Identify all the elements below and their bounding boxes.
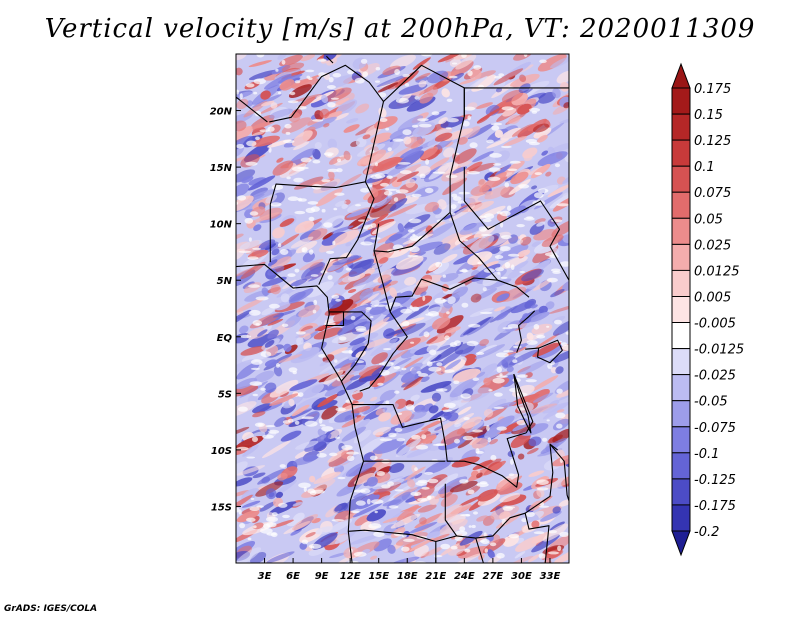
colorbar-top-arrow bbox=[671, 62, 691, 89]
colorbar-swatch bbox=[671, 191, 691, 219]
colorbar-label: -0.2 bbox=[694, 525, 719, 540]
lat-tick-label: 5N bbox=[217, 276, 233, 287]
colorbar: 0.175 0.15 0.125 0.1 0.075 0.05 0.025 0.0125 0.0… bbox=[671, 62, 744, 557]
lon-tick-label: 24E bbox=[454, 571, 475, 582]
colorbar-swatch bbox=[671, 113, 691, 141]
colorbar-label: 0.125 bbox=[694, 134, 731, 149]
colorbar-swatch bbox=[671, 374, 691, 402]
lat-tick-label: 15S bbox=[211, 502, 232, 513]
lon-tick-label: 18E bbox=[397, 571, 418, 582]
lon-tick-label: 15E bbox=[368, 571, 389, 582]
colorbar-label: 0.005 bbox=[694, 291, 731, 306]
lat-tick-label: 10N bbox=[210, 220, 233, 231]
colorbar-swatch bbox=[671, 452, 691, 480]
colorbar-label: -0.05 bbox=[694, 395, 728, 410]
colorbar-label: 0.025 bbox=[694, 238, 731, 253]
map-title: Vertical velocity [m/s] at 200hPa, VT: 2… bbox=[44, 14, 756, 44]
vertical-velocity-field bbox=[236, 54, 569, 563]
colorbar-label: -0.175 bbox=[694, 499, 736, 514]
lat-tick-label: EQ bbox=[217, 333, 233, 344]
lon-tick-label: 21E bbox=[425, 571, 446, 582]
colorbar-swatch bbox=[671, 426, 691, 454]
lon-tick-label: 3E bbox=[258, 571, 272, 582]
colorbar-label: 0.0125 bbox=[694, 264, 740, 279]
lon-tick-label: 12E bbox=[340, 571, 361, 582]
colorbar-swatch bbox=[671, 296, 691, 324]
colorbar-swatch bbox=[671, 269, 691, 297]
colorbar-swatch bbox=[671, 504, 691, 532]
lon-tick-label: 33E bbox=[540, 571, 561, 582]
lat-tick-label: 5S bbox=[218, 389, 232, 400]
colorbar-label: -0.005 bbox=[694, 317, 736, 332]
colorbar-label: -0.1 bbox=[694, 447, 719, 462]
lat-tick-label: 20N bbox=[210, 107, 233, 118]
grads-credit: GrADS: IGES/COLA bbox=[4, 604, 98, 614]
colorbar-label: 0.05 bbox=[694, 212, 723, 227]
lat-tick-label: 10S bbox=[211, 446, 232, 457]
colorbar-label: -0.025 bbox=[694, 369, 736, 384]
lon-tick-label: 30E bbox=[511, 571, 532, 582]
colorbar-swatch bbox=[671, 322, 691, 350]
axis-ticks: 3E 6E 9E 12E 15E 18E 21E 24E 27E 30E 33E 20N 15N 10N 5… bbox=[210, 107, 561, 582]
colorbar-swatch bbox=[671, 243, 691, 271]
colorbar-swatch bbox=[671, 217, 691, 245]
colorbar-swatch bbox=[671, 165, 691, 193]
colorbar-label: 0.075 bbox=[694, 186, 731, 201]
colorbar-bottom-arrow bbox=[671, 530, 691, 557]
colorbar-label: 0.1 bbox=[694, 160, 715, 175]
colorbar-label: -0.075 bbox=[694, 421, 736, 436]
lon-tick-label: 27E bbox=[483, 571, 504, 582]
colorbar-swatch bbox=[671, 478, 691, 506]
colorbar-swatch bbox=[671, 400, 691, 428]
colorbar-swatch bbox=[671, 139, 691, 167]
plot-frame bbox=[235, 53, 570, 564]
colorbar-swatch bbox=[671, 87, 691, 115]
colorbar-label: -0.0125 bbox=[694, 343, 744, 358]
lon-tick-label: 6E bbox=[286, 571, 300, 582]
colorbar-label: 0.15 bbox=[694, 108, 723, 123]
colorbar-label: 0.175 bbox=[694, 82, 731, 97]
colorbar-swatch bbox=[671, 348, 691, 376]
lat-tick-label: 15N bbox=[210, 163, 233, 174]
lon-tick-label: 9E bbox=[315, 571, 329, 582]
country-borders bbox=[236, 55, 569, 563]
colorbar-label: -0.125 bbox=[694, 473, 736, 488]
